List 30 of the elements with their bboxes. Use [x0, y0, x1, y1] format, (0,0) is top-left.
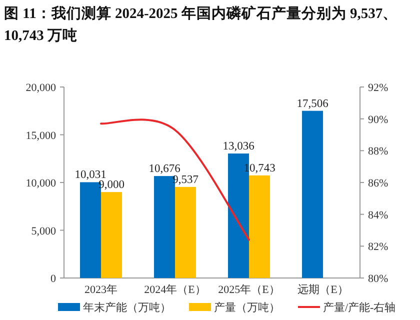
bar: [175, 186, 196, 278]
x-tick-label: 远期（E）: [298, 284, 348, 296]
legend-label: 年末产能（万吨）: [83, 301, 171, 314]
x-tick-label: 2024年（E）: [144, 284, 206, 296]
y2-tick-label: 88%: [368, 146, 388, 158]
bar: [302, 110, 323, 278]
y-tick-label: 15,000: [26, 130, 56, 142]
chart-title: 图 11：我们测算 2024-2025 年国内磷矿石产量分别为 9,537、10,743 万吨: [4, 4, 399, 46]
legend-label: 产量/产能-右轴: [323, 301, 396, 314]
y2-tick-label: 86%: [368, 178, 388, 190]
y-tick-label: 0: [50, 273, 56, 285]
y2-tick-label: 92%: [368, 82, 388, 94]
y-tick-label: 20,000: [26, 82, 56, 94]
y2-tick-label: 84%: [368, 209, 388, 222]
data-label: 10,676: [148, 163, 181, 176]
bar: [154, 176, 175, 278]
bar: [80, 182, 101, 278]
data-label: 17,506: [296, 98, 329, 110]
data-label: 13,036: [222, 140, 255, 153]
y2-tick-label: 90%: [368, 114, 388, 126]
x-tick-label: 2023年: [84, 284, 118, 296]
y-tick-label: 10,000: [26, 178, 56, 190]
legend-label: 产量（万吨）: [214, 301, 280, 314]
y-tick-label: 5,000: [31, 225, 56, 238]
y2-tick-label: 82%: [368, 241, 388, 254]
data-label: 10,031: [74, 169, 107, 182]
x-tick-label: 2025年（E）: [218, 284, 280, 296]
y2-tick-label: 80%: [368, 273, 388, 285]
bar: [249, 175, 270, 278]
bar: [101, 192, 122, 278]
